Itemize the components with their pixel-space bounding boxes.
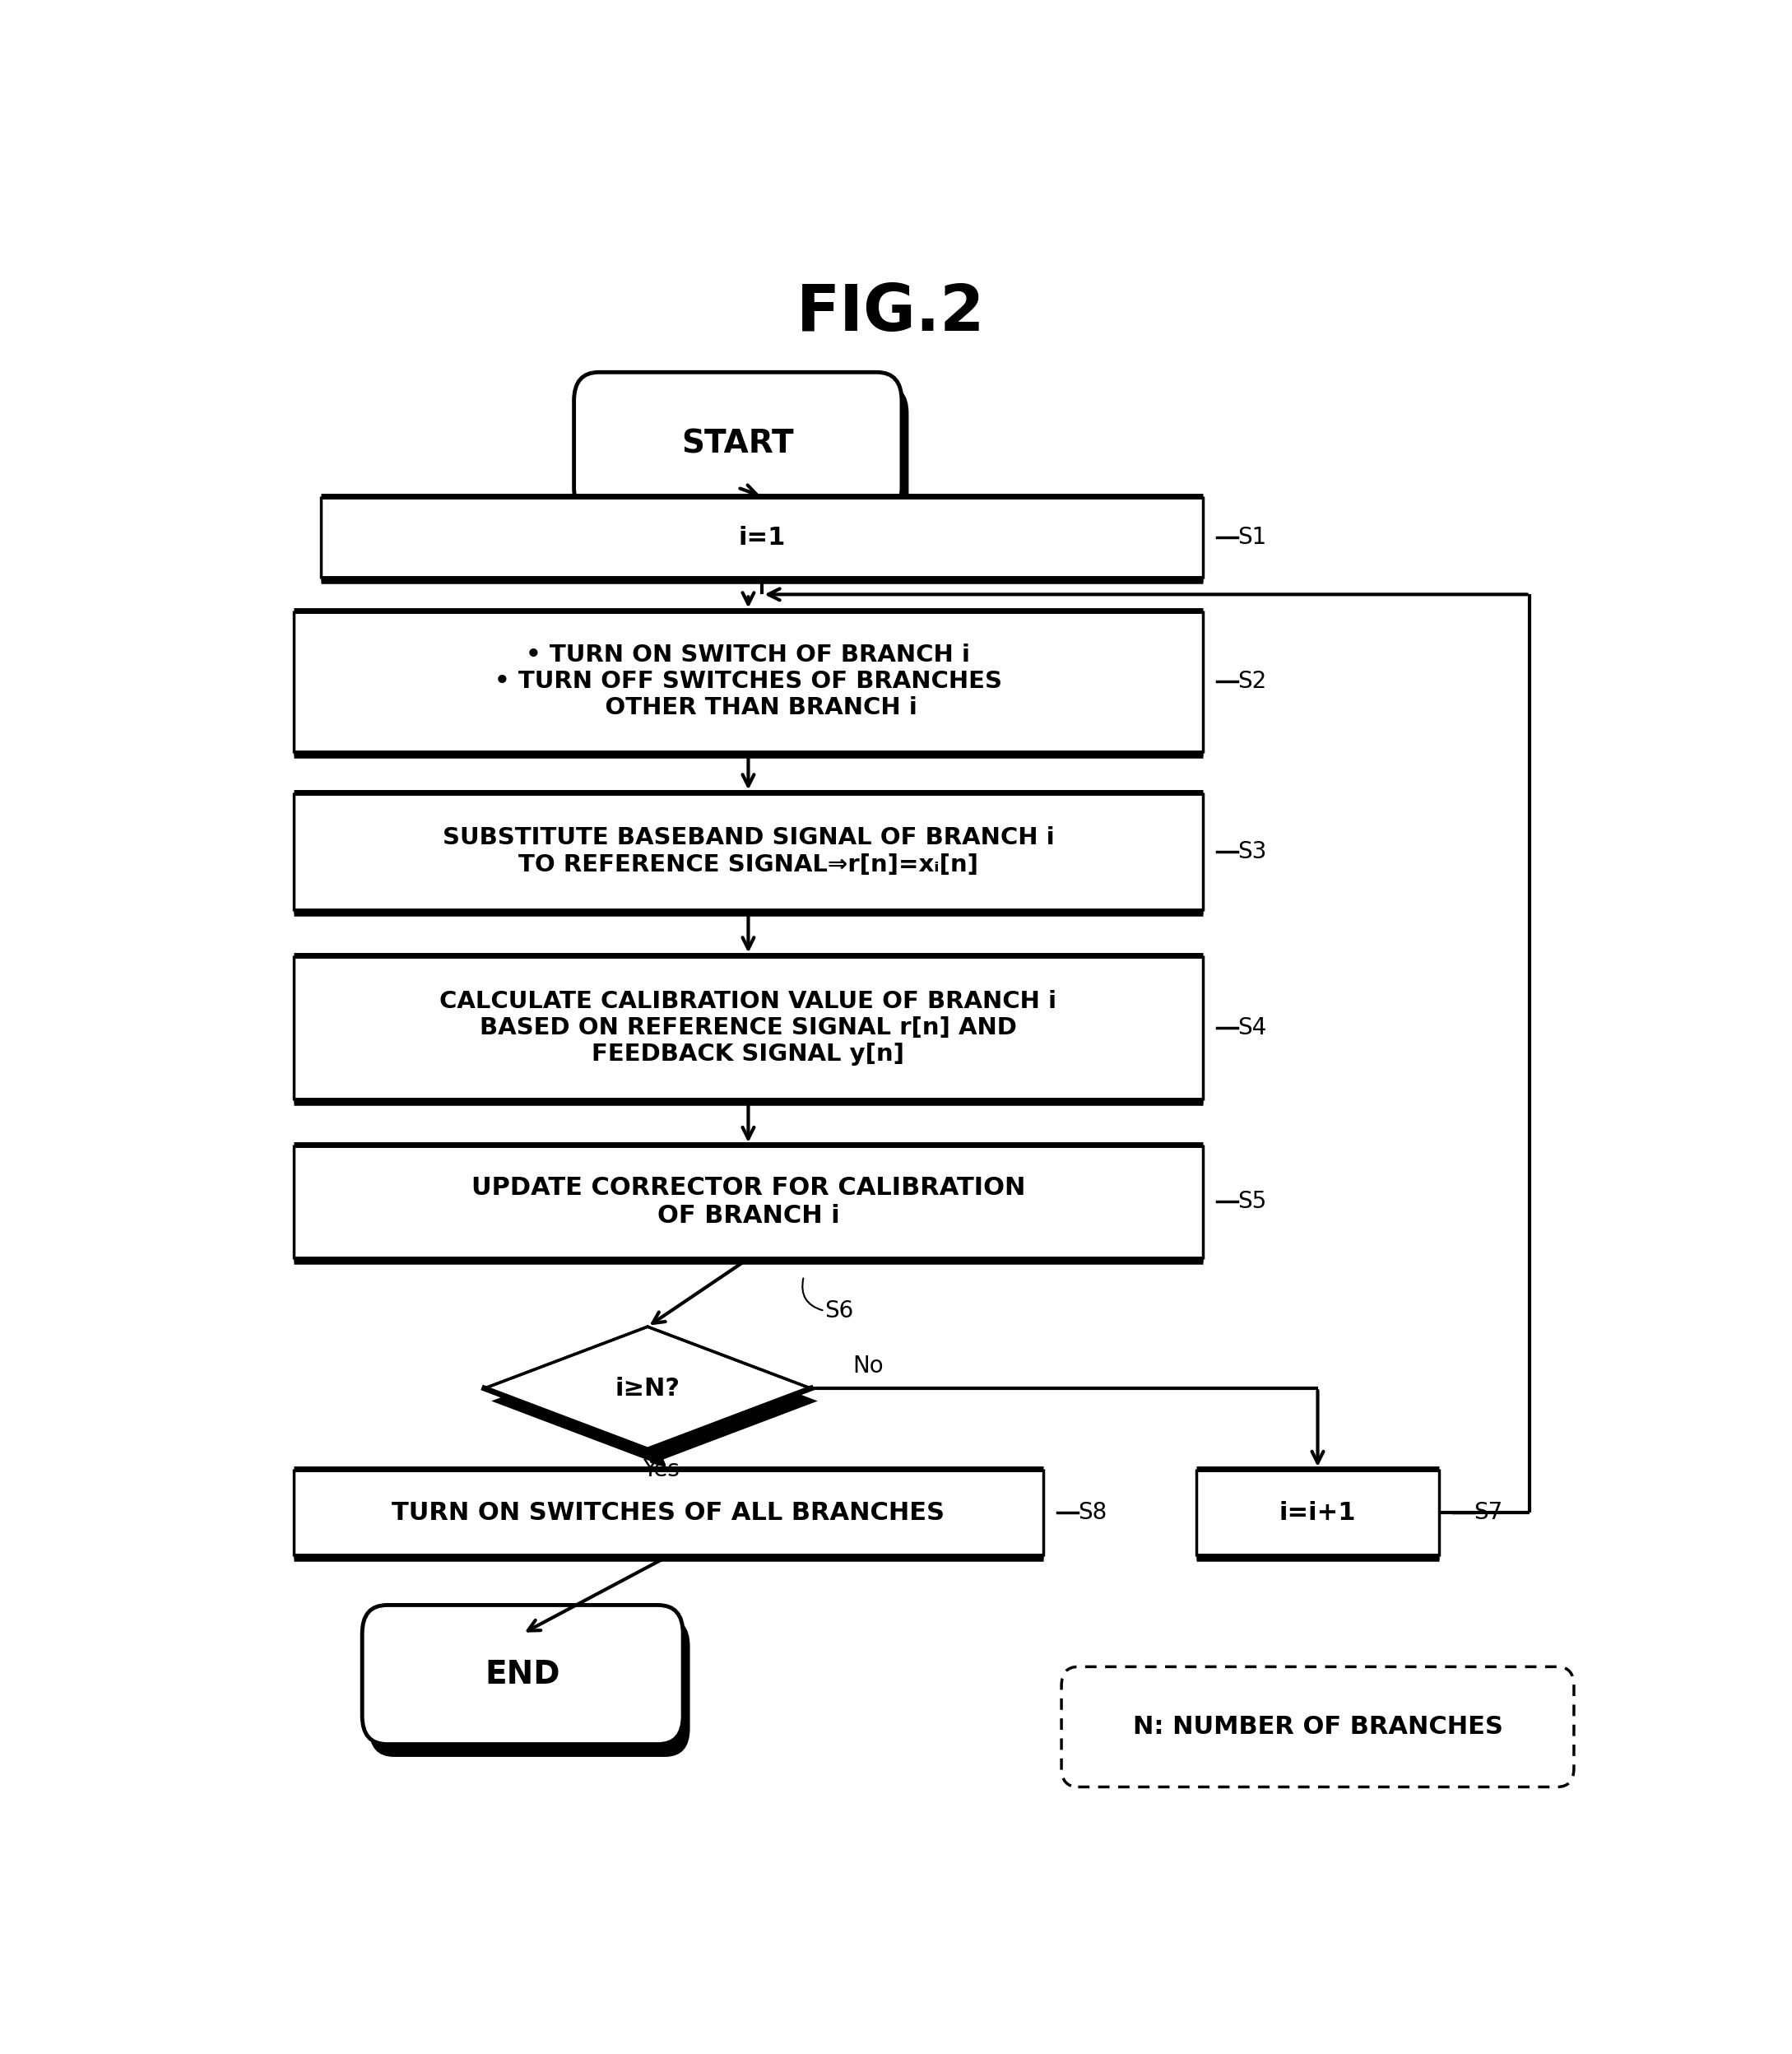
Text: • TURN ON SWITCH OF BRANCH i
• TURN OFF SWITCHES OF BRANCHES
   OTHER THAN BRANC: • TURN ON SWITCH OF BRANCH i • TURN OFF … <box>495 643 1002 719</box>
FancyBboxPatch shape <box>573 372 901 516</box>
Text: S2: S2 <box>1238 670 1267 692</box>
Text: i≥N?: i≥N? <box>615 1376 681 1401</box>
Text: FIG.2: FIG.2 <box>796 281 986 345</box>
Text: No: No <box>853 1354 883 1378</box>
Text: S5: S5 <box>1238 1189 1267 1214</box>
Text: S7: S7 <box>1473 1501 1503 1524</box>
Bar <box>1197 1469 1439 1557</box>
Text: UPDATE CORRECTOR FOR CALIBRATION
OF BRANCH i: UPDATE CORRECTOR FOR CALIBRATION OF BRAN… <box>471 1177 1025 1228</box>
Bar <box>294 793 1202 910</box>
Text: Yes: Yes <box>643 1458 679 1481</box>
Text: N: NUMBER OF BRANCHES: N: NUMBER OF BRANCHES <box>1133 1715 1503 1740</box>
FancyBboxPatch shape <box>1061 1666 1573 1787</box>
Text: i=1: i=1 <box>738 526 785 548</box>
Text: S4: S4 <box>1238 1017 1267 1039</box>
Text: S8: S8 <box>1079 1501 1107 1524</box>
Bar <box>321 497 1202 579</box>
FancyBboxPatch shape <box>362 1604 683 1744</box>
Text: END: END <box>486 1660 561 1690</box>
Text: START: START <box>681 429 794 460</box>
Text: S3: S3 <box>1238 840 1267 863</box>
Polygon shape <box>484 1327 810 1450</box>
Bar <box>294 955 1202 1101</box>
Text: S1: S1 <box>1238 526 1267 548</box>
Text: TURN ON SWITCHES OF ALL BRANCHES: TURN ON SWITCHES OF ALL BRANCHES <box>392 1501 944 1524</box>
Text: SUBSTITUTE BASEBAND SIGNAL OF BRANCH i
TO REFERENCE SIGNAL⇒r[n]=xᵢ[n]: SUBSTITUTE BASEBAND SIGNAL OF BRANCH i T… <box>443 826 1054 877</box>
FancyBboxPatch shape <box>369 1619 690 1756</box>
Bar <box>294 1469 1043 1557</box>
Bar <box>294 610 1202 752</box>
Text: CALCULATE CALIBRATION VALUE OF BRANCH i
BASED ON REFERENCE SIGNAL r[n] AND
FEEDB: CALCULATE CALIBRATION VALUE OF BRANCH i … <box>439 990 1057 1066</box>
Text: i=i+1: i=i+1 <box>1279 1501 1357 1524</box>
Polygon shape <box>491 1339 817 1462</box>
Text: S6: S6 <box>824 1300 853 1323</box>
Bar <box>294 1144 1202 1259</box>
FancyBboxPatch shape <box>581 384 909 528</box>
